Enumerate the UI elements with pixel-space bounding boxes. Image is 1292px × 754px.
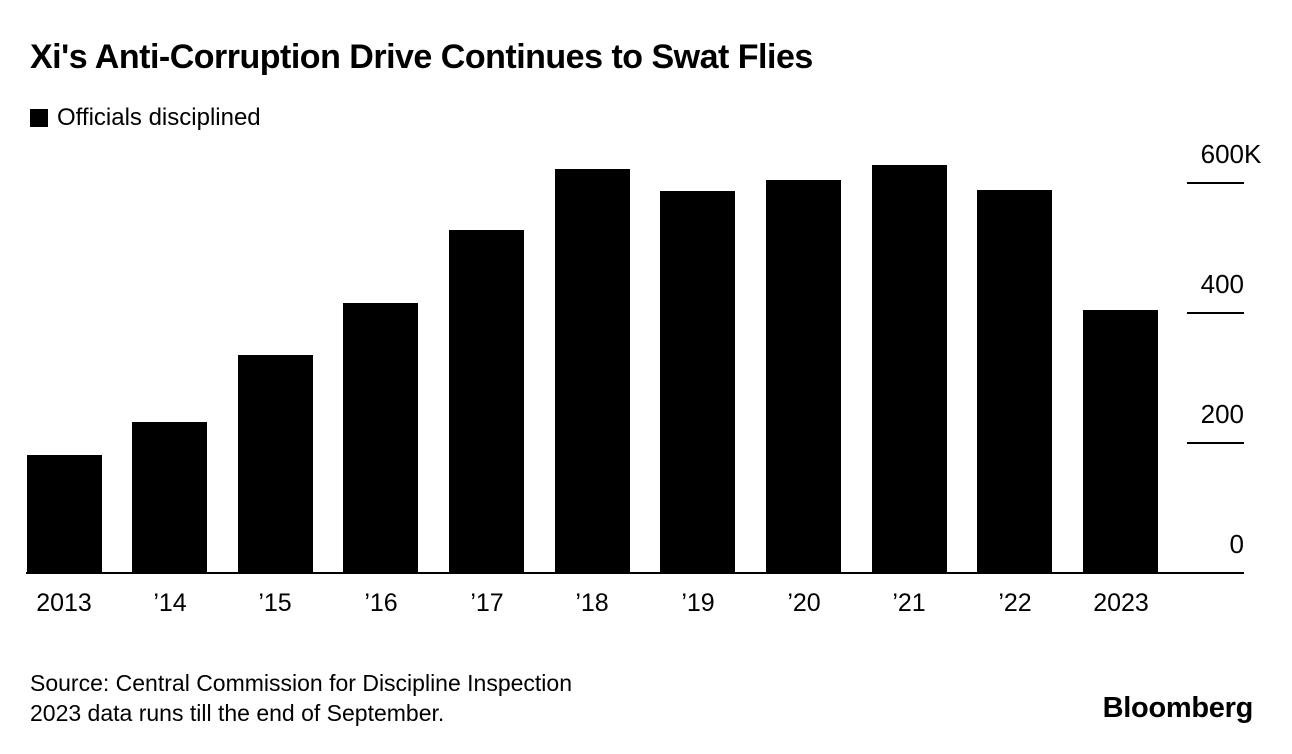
- y-axis-tick: [1187, 312, 1244, 314]
- bar-14: [132, 422, 207, 573]
- page-title: Xi's Anti-Corruption Drive Continues to …: [30, 38, 813, 76]
- x-axis-label: ’16: [364, 589, 398, 617]
- x-axis-label: ’22: [998, 589, 1032, 617]
- bar-20: [766, 180, 841, 573]
- bar-17: [449, 230, 524, 573]
- x-axis-label: ’15: [258, 589, 292, 617]
- y-axis-tick-label: 200: [1200, 399, 1244, 429]
- x-axis-label: 2013: [36, 589, 92, 617]
- x-axis-label: ’14: [153, 589, 187, 617]
- source-footnote: 2023 data runs till the end of September…: [30, 700, 445, 726]
- legend-swatch-icon: [30, 109, 48, 127]
- x-axis-label: ’19: [681, 589, 715, 617]
- x-axis-label: ’17: [470, 589, 504, 617]
- y-axis-tick-label: 600 K: [1200, 139, 1262, 169]
- bar-21: [872, 165, 947, 573]
- x-axis-label: ’18: [575, 589, 609, 617]
- x-axis-line: [26, 572, 1244, 574]
- y-axis-tick-label: 400: [1200, 269, 1244, 299]
- bar-18: [555, 169, 630, 573]
- x-axis-label: 2023: [1093, 589, 1149, 617]
- bar-22: [977, 190, 1052, 573]
- bloomberg-logo: Bloomberg: [1102, 692, 1254, 724]
- y-axis-tick-label: 0: [1229, 529, 1244, 559]
- x-axis-label: ’21: [892, 589, 926, 617]
- y-axis-tick: [1187, 182, 1244, 184]
- legend-label: Officials disciplined: [57, 104, 261, 131]
- y-axis-tick-number: 600: [1200, 139, 1244, 169]
- source-line: Source: Central Commission for Disciplin…: [30, 670, 572, 696]
- y-axis-tick: [1187, 442, 1244, 444]
- bar-15: [238, 355, 313, 573]
- bar-19: [660, 191, 735, 573]
- bar-2023: [1083, 310, 1158, 573]
- source-note: Source: Central Commission for Disciplin…: [30, 668, 572, 728]
- bar-16: [343, 303, 418, 573]
- y-axis-unit-suffix: K: [1244, 139, 1262, 169]
- x-axis-label: ’20: [787, 589, 821, 617]
- bar-2013: [27, 455, 102, 573]
- legend: Officials disciplined: [30, 105, 261, 131]
